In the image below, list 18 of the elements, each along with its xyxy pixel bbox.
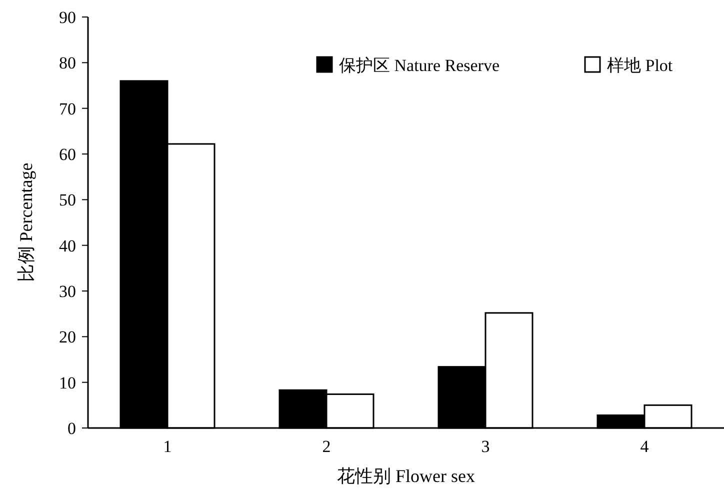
y-tick-label: 10 — [59, 373, 76, 392]
y-tick-label: 40 — [59, 236, 76, 256]
x-tick-label: 2 — [322, 437, 331, 456]
y-tick-label: 90 — [59, 8, 76, 27]
legend-label: 保护区 Nature Reserve — [339, 56, 500, 75]
y-tick-label: 80 — [59, 54, 76, 73]
y-axis-title: 比例 Percentage — [16, 162, 36, 282]
y-tick-label: 0 — [68, 419, 76, 438]
y-tick-label: 50 — [59, 190, 76, 210]
y-tick-label: 30 — [59, 282, 76, 301]
y-tick-label: 60 — [59, 145, 76, 164]
x-tick-label: 1 — [163, 437, 172, 456]
x-tick-label: 4 — [640, 437, 650, 456]
y-tick-label: 70 — [59, 99, 76, 118]
x-tick-label: 3 — [481, 437, 490, 456]
legend-label: 样地 Plot — [607, 56, 673, 75]
x-axis-title: 花性别 Flower sex — [337, 466, 475, 486]
y-tick-label: 20 — [59, 328, 76, 347]
